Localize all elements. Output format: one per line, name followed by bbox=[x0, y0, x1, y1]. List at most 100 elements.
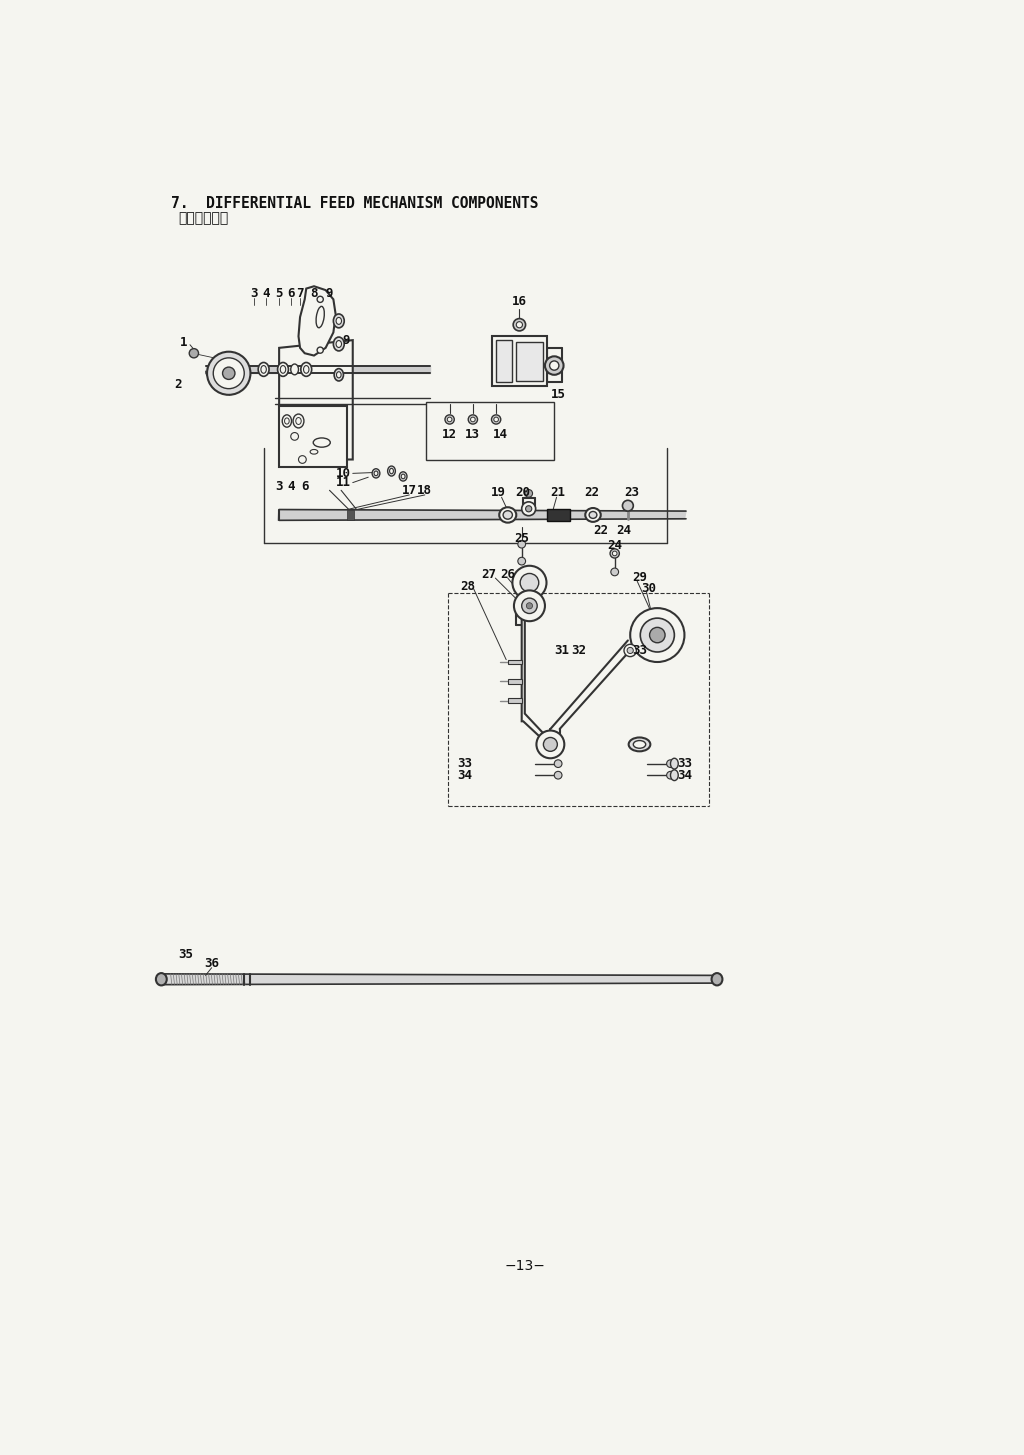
Ellipse shape bbox=[500, 508, 516, 522]
Ellipse shape bbox=[633, 741, 646, 748]
Circle shape bbox=[667, 771, 675, 778]
Circle shape bbox=[447, 418, 452, 422]
Circle shape bbox=[445, 415, 455, 423]
Circle shape bbox=[611, 567, 618, 576]
Circle shape bbox=[545, 356, 563, 375]
Bar bbox=[493, 336, 547, 387]
Polygon shape bbox=[299, 287, 336, 355]
Bar bbox=[347, 509, 353, 521]
Text: 27: 27 bbox=[481, 569, 496, 582]
Text: 8: 8 bbox=[310, 288, 317, 300]
Text: 33: 33 bbox=[632, 645, 647, 658]
Circle shape bbox=[471, 418, 475, 422]
Text: 4: 4 bbox=[262, 288, 269, 300]
Circle shape bbox=[213, 358, 245, 388]
Text: 15: 15 bbox=[551, 387, 565, 400]
Circle shape bbox=[525, 506, 531, 512]
Circle shape bbox=[512, 566, 547, 599]
Circle shape bbox=[524, 489, 532, 498]
Circle shape bbox=[291, 432, 299, 441]
Text: 30: 30 bbox=[641, 582, 656, 595]
Text: 34: 34 bbox=[677, 768, 692, 781]
Circle shape bbox=[649, 627, 665, 643]
Text: 29: 29 bbox=[632, 570, 647, 583]
Text: 12: 12 bbox=[442, 428, 457, 441]
Text: 6: 6 bbox=[287, 288, 295, 300]
Circle shape bbox=[514, 591, 545, 621]
Text: 差動送り関係: 差動送り関係 bbox=[178, 211, 228, 224]
Text: 28: 28 bbox=[460, 581, 475, 594]
Text: 35: 35 bbox=[178, 949, 194, 962]
Circle shape bbox=[317, 348, 324, 354]
Ellipse shape bbox=[712, 973, 722, 985]
Ellipse shape bbox=[334, 314, 344, 327]
Text: 7.  DIFFERENTIAL FEED MECHANISM COMPONENTS: 7. DIFFERENTIAL FEED MECHANISM COMPONENT… bbox=[171, 196, 539, 211]
Bar bbox=[547, 509, 569, 521]
Ellipse shape bbox=[336, 317, 342, 324]
Circle shape bbox=[537, 730, 564, 758]
Ellipse shape bbox=[336, 340, 342, 348]
Text: 4: 4 bbox=[287, 480, 295, 493]
Text: 11: 11 bbox=[336, 476, 351, 489]
Circle shape bbox=[518, 557, 525, 565]
Text: 32: 32 bbox=[571, 645, 587, 658]
Text: 6: 6 bbox=[301, 480, 308, 493]
Ellipse shape bbox=[293, 415, 304, 428]
Circle shape bbox=[468, 415, 477, 423]
Circle shape bbox=[640, 618, 675, 652]
Text: 7: 7 bbox=[296, 288, 304, 300]
Text: 18: 18 bbox=[418, 485, 432, 496]
Circle shape bbox=[513, 319, 525, 330]
Bar bbox=[508, 679, 521, 684]
Ellipse shape bbox=[316, 307, 325, 327]
Circle shape bbox=[554, 760, 562, 767]
Ellipse shape bbox=[278, 362, 289, 377]
Text: 21: 21 bbox=[551, 486, 565, 499]
Bar bbox=[496, 340, 512, 383]
Ellipse shape bbox=[303, 365, 309, 374]
Polygon shape bbox=[521, 598, 550, 745]
Polygon shape bbox=[159, 973, 717, 985]
Circle shape bbox=[299, 455, 306, 463]
Ellipse shape bbox=[671, 770, 678, 780]
Ellipse shape bbox=[337, 371, 341, 378]
Text: 33: 33 bbox=[677, 757, 692, 770]
Circle shape bbox=[526, 602, 532, 608]
Ellipse shape bbox=[334, 338, 344, 351]
Ellipse shape bbox=[291, 364, 299, 375]
Text: 17: 17 bbox=[401, 485, 417, 496]
Text: 14: 14 bbox=[493, 428, 508, 441]
Ellipse shape bbox=[389, 469, 393, 474]
Ellipse shape bbox=[283, 415, 292, 428]
Circle shape bbox=[222, 367, 234, 380]
Ellipse shape bbox=[401, 474, 406, 479]
Ellipse shape bbox=[399, 471, 407, 482]
Ellipse shape bbox=[374, 471, 378, 476]
Circle shape bbox=[189, 349, 199, 358]
Ellipse shape bbox=[388, 466, 395, 476]
Circle shape bbox=[627, 647, 633, 653]
Ellipse shape bbox=[503, 511, 512, 519]
Circle shape bbox=[612, 551, 617, 556]
Circle shape bbox=[494, 418, 499, 422]
Bar bbox=[515, 342, 543, 381]
Text: 10: 10 bbox=[336, 467, 351, 480]
Text: 20: 20 bbox=[516, 486, 530, 499]
Text: 3: 3 bbox=[275, 480, 283, 493]
Text: 16: 16 bbox=[512, 295, 527, 308]
Text: 2: 2 bbox=[175, 377, 182, 390]
Text: 9: 9 bbox=[326, 288, 333, 300]
Text: 24: 24 bbox=[616, 524, 632, 537]
Text: 19: 19 bbox=[490, 486, 506, 499]
Ellipse shape bbox=[671, 758, 678, 770]
Ellipse shape bbox=[261, 365, 266, 374]
Text: 22: 22 bbox=[584, 486, 599, 499]
Circle shape bbox=[544, 738, 557, 751]
Text: 3: 3 bbox=[250, 288, 257, 300]
Ellipse shape bbox=[629, 738, 650, 751]
Circle shape bbox=[516, 322, 522, 327]
Circle shape bbox=[521, 502, 536, 515]
Text: 24: 24 bbox=[607, 540, 623, 553]
Ellipse shape bbox=[296, 418, 301, 425]
Bar bbox=[508, 659, 521, 665]
